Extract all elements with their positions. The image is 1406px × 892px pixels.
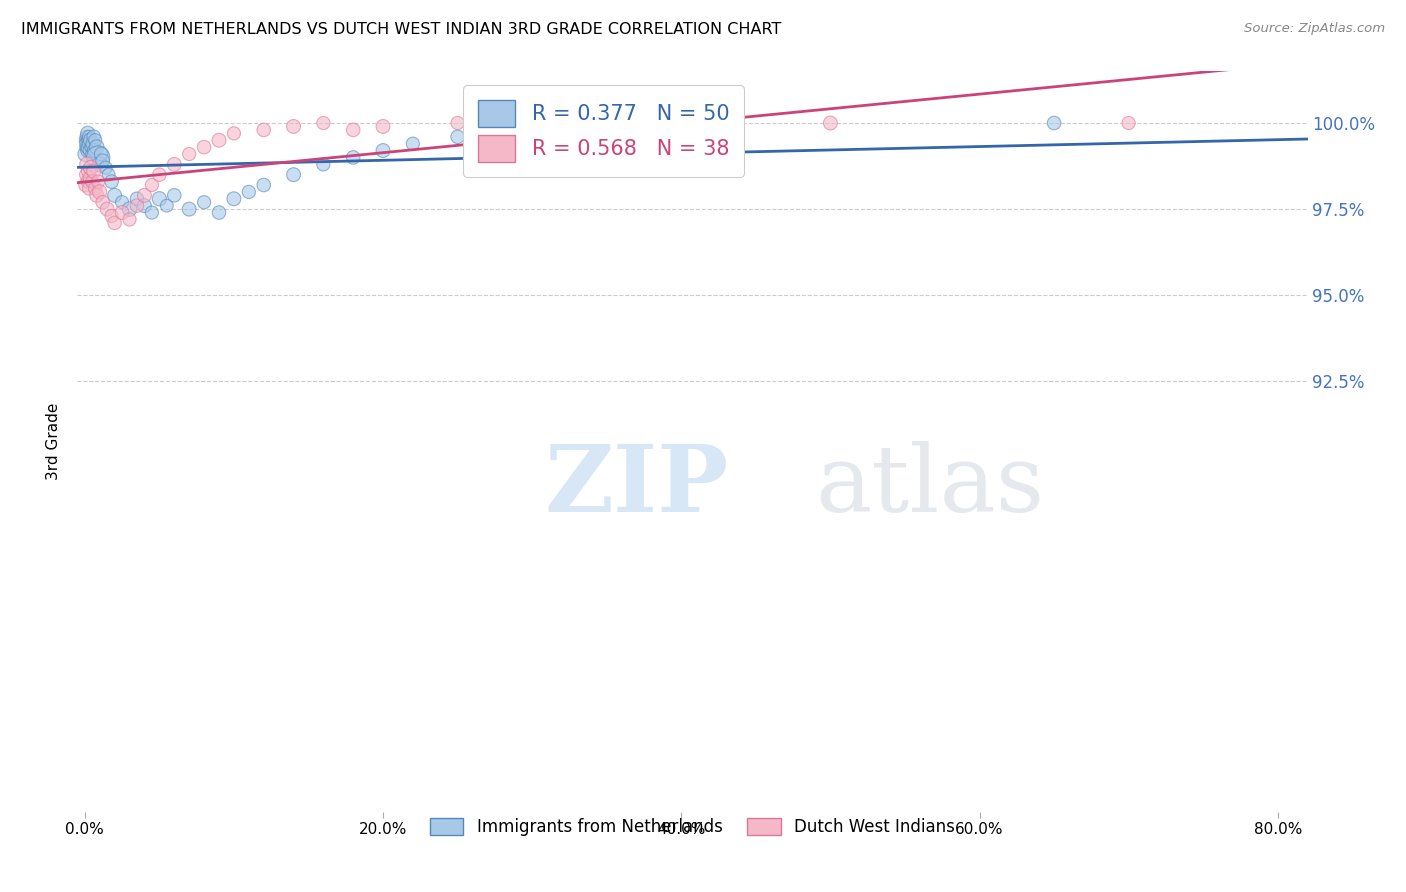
Point (283, 120, 305, 134)
Point (82, 147, 104, 161)
Point (111, 195, 134, 210)
Point (111, 205, 134, 219)
Point (89, 185, 111, 199)
Point (96, 202, 118, 216)
Point (77, 140, 100, 154)
Point (79, 144, 101, 158)
Point (156, 199, 179, 213)
Point (82, 136, 104, 151)
Text: IMMIGRANTS FROM NETHERLANDS VS DUTCH WEST INDIAN 3RD GRADE CORRELATION CHART: IMMIGRANTS FROM NETHERLANDS VS DUTCH WES… (21, 22, 782, 37)
Point (83, 144, 105, 158)
Point (75, 133, 97, 147)
Point (83, 129, 105, 144)
Point (97, 168, 120, 182)
Point (80, 161, 103, 175)
Point (75, 140, 97, 154)
Point (84, 133, 107, 147)
Point (148, 192, 170, 206)
Point (208, 133, 231, 147)
Text: atlas: atlas (815, 441, 1045, 531)
Point (76, 136, 98, 151)
Point (125, 192, 148, 206)
Point (520, 116, 543, 130)
Point (163, 188, 186, 202)
Point (84, 181, 107, 195)
Point (342, 123, 364, 137)
Point (193, 195, 215, 210)
Point (253, 123, 276, 137)
Point (87, 175, 110, 189)
Point (77, 164, 100, 178)
Point (520, 123, 543, 137)
Point (446, 129, 468, 144)
Point (75, 178, 97, 192)
Point (283, 168, 305, 182)
Point (83, 164, 105, 178)
Point (402, 136, 425, 151)
Point (141, 178, 163, 192)
Point (371, 144, 394, 158)
Point (148, 168, 170, 182)
Point (238, 185, 260, 199)
Point (77, 136, 100, 151)
Point (76, 144, 98, 158)
Point (76, 126, 98, 140)
Point (91, 195, 114, 210)
Legend: Immigrants from Netherlands, Dutch West Indians: Immigrants from Netherlands, Dutch West … (422, 809, 963, 844)
Point (342, 151, 364, 165)
Point (79, 171, 101, 186)
Point (89, 157, 111, 171)
Point (312, 157, 335, 171)
Point (94, 161, 117, 175)
Point (91, 153, 114, 168)
Point (86, 188, 108, 202)
Point (193, 140, 215, 154)
Point (104, 216, 127, 230)
Point (76, 175, 98, 189)
Point (75, 147, 97, 161)
Point (87, 151, 110, 165)
Point (163, 157, 186, 171)
Point (76, 129, 98, 144)
Text: Source: ZipAtlas.com: Source: ZipAtlas.com (1244, 22, 1385, 36)
Point (80, 140, 103, 154)
Point (371, 120, 394, 134)
Point (104, 188, 127, 202)
Point (90, 147, 112, 161)
Point (820, 116, 842, 130)
Point (82, 175, 104, 189)
Point (86, 140, 108, 154)
Point (312, 116, 335, 130)
Point (222, 192, 245, 206)
Point (208, 205, 231, 219)
Y-axis label: 3rd Grade: 3rd Grade (46, 403, 62, 480)
Point (253, 178, 276, 192)
Point (100, 175, 122, 189)
Point (80, 133, 103, 147)
Point (179, 202, 201, 216)
Point (75, 168, 97, 182)
Point (77, 133, 100, 147)
Point (77, 181, 100, 195)
Point (1043, 116, 1066, 130)
Point (125, 199, 148, 213)
Text: ZIP: ZIP (546, 441, 730, 531)
Point (1118, 116, 1140, 130)
Point (76, 157, 98, 171)
Point (141, 205, 163, 219)
Point (134, 188, 156, 202)
Point (100, 209, 122, 223)
Point (222, 126, 245, 140)
Point (118, 212, 141, 227)
Point (134, 199, 156, 213)
Point (179, 147, 201, 161)
Point (77, 129, 100, 144)
Point (118, 202, 141, 216)
Point (446, 116, 468, 130)
